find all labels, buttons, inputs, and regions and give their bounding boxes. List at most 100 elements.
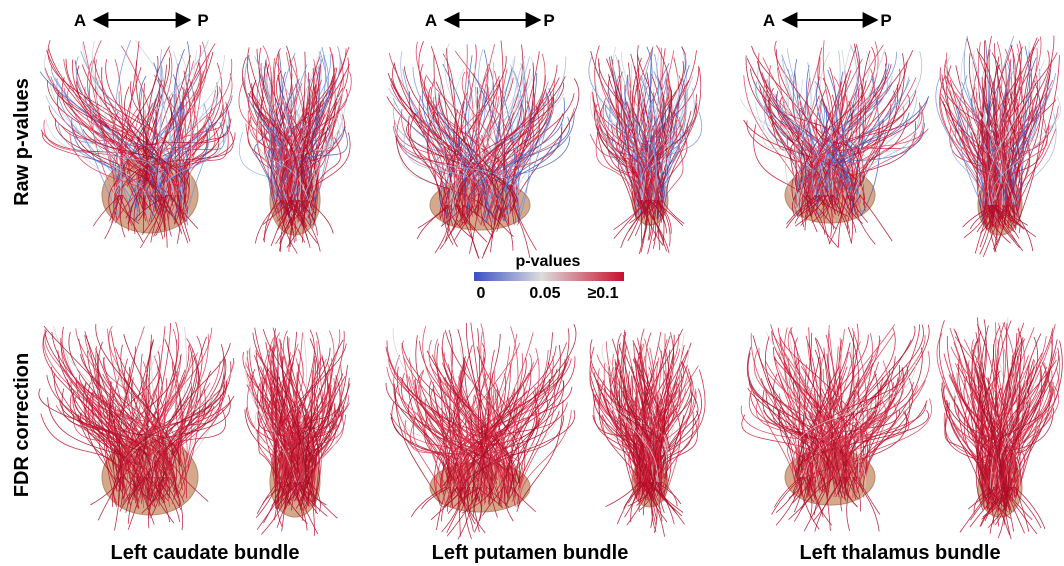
fiber <box>752 335 799 484</box>
fiber <box>957 75 984 210</box>
fiber <box>441 353 533 490</box>
fiber <box>618 344 655 485</box>
fiber <box>119 194 126 238</box>
fiber <box>783 353 798 471</box>
fiber <box>168 194 177 237</box>
fiber <box>272 58 302 201</box>
fiber <box>141 476 170 514</box>
fiber <box>808 194 839 249</box>
fiber <box>846 476 855 531</box>
fiber <box>137 194 146 222</box>
fiber <box>963 376 992 482</box>
fiber <box>845 476 859 500</box>
fiber <box>976 69 987 225</box>
fiber <box>832 105 924 208</box>
fiber <box>845 476 858 507</box>
fiber <box>852 476 880 532</box>
fiber <box>493 61 525 215</box>
fiber <box>439 204 461 250</box>
fiber <box>446 362 567 496</box>
fiber <box>93 118 159 190</box>
fiber <box>796 44 884 207</box>
fiber <box>122 476 152 502</box>
fiber <box>310 364 343 492</box>
fiber <box>643 79 690 196</box>
fiber <box>474 64 497 200</box>
fiber <box>990 355 1019 479</box>
fiber <box>114 57 171 195</box>
fiber <box>270 45 293 211</box>
fiber <box>283 374 337 488</box>
fiber <box>822 368 871 477</box>
fiber <box>832 355 874 499</box>
fiber <box>753 124 806 216</box>
fiber <box>984 204 1011 244</box>
fiber <box>127 88 143 184</box>
fiber <box>167 115 208 193</box>
fiber <box>617 85 642 211</box>
fiber <box>657 89 672 215</box>
fiber <box>279 199 304 252</box>
fiber <box>432 77 458 221</box>
fiber <box>813 476 835 516</box>
row-label: FDR correction <box>11 353 33 497</box>
fiber <box>129 356 225 500</box>
fiber <box>803 364 823 492</box>
fiber <box>593 372 666 474</box>
fiber <box>794 194 826 224</box>
fiber <box>394 120 519 211</box>
fiber <box>182 476 209 502</box>
fiber <box>302 107 314 207</box>
fiber <box>1002 486 1038 535</box>
fiber <box>659 361 692 479</box>
fiber <box>177 338 201 495</box>
fiber <box>637 54 667 197</box>
fiber <box>1002 35 1055 220</box>
orientation: A P A P A P <box>74 11 892 30</box>
fiber <box>798 128 929 188</box>
fiber <box>798 57 821 188</box>
fiber <box>289 199 298 248</box>
fiber <box>804 369 891 491</box>
fiber <box>286 65 320 194</box>
fiber <box>802 476 813 518</box>
fiber <box>630 481 644 523</box>
fiber <box>1015 384 1022 494</box>
fiber <box>803 476 812 502</box>
fiber <box>1008 204 1034 252</box>
fiber <box>135 349 194 473</box>
fiber <box>834 325 916 473</box>
fiber <box>997 88 1005 226</box>
fiber <box>840 476 851 512</box>
fiber <box>816 338 844 489</box>
fiber <box>303 481 305 511</box>
fiber <box>95 77 172 186</box>
fiber <box>72 59 170 215</box>
fiber <box>444 204 454 245</box>
fiber <box>800 476 835 511</box>
fiber <box>618 128 638 221</box>
fiber <box>401 372 460 497</box>
fiber <box>186 50 198 227</box>
fiber <box>139 194 164 240</box>
fiber <box>447 486 481 515</box>
fiber <box>288 371 306 496</box>
fiber <box>283 124 294 191</box>
fiber <box>987 59 1045 208</box>
fiber <box>1002 364 1030 481</box>
fiber <box>988 204 994 228</box>
fiber <box>589 83 644 211</box>
fiber <box>602 97 657 196</box>
fiber <box>104 194 119 240</box>
fiber <box>150 194 168 243</box>
fiber <box>416 204 452 240</box>
fiber <box>641 481 661 510</box>
fiber <box>436 486 448 531</box>
fiber <box>276 372 298 488</box>
fiber <box>286 481 309 504</box>
fiber <box>459 204 473 228</box>
fiber <box>951 374 1016 483</box>
fiber <box>403 66 451 200</box>
fiber <box>798 80 867 191</box>
fiber <box>802 194 826 235</box>
